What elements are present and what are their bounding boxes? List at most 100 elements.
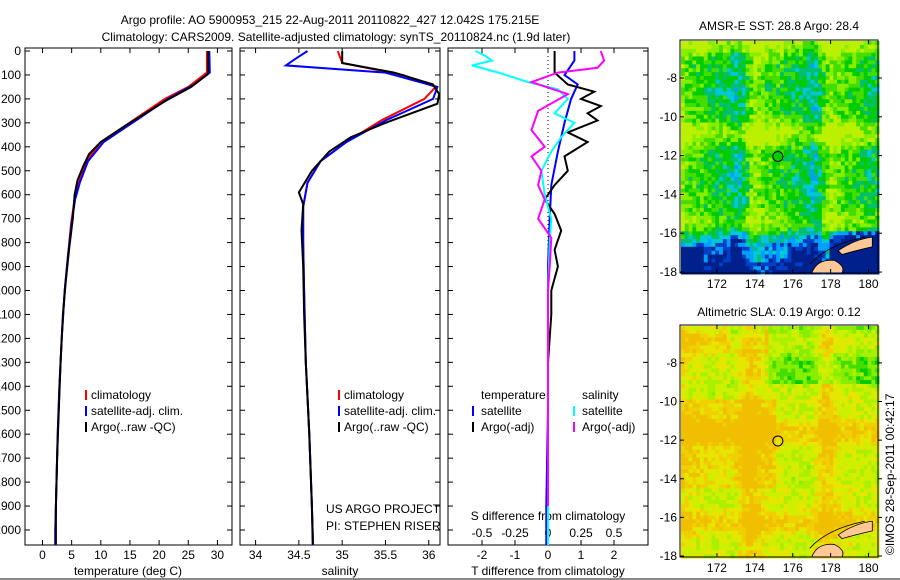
map-cell	[719, 192, 724, 197]
map-cell	[700, 395, 705, 400]
map-cell	[696, 345, 701, 350]
title-line-2: Climatology: CARS2009. Satellite-adjuste…	[102, 30, 571, 44]
map-cell	[715, 250, 720, 256]
map-cell	[707, 192, 712, 197]
map-cell	[764, 376, 770, 381]
map-cell	[741, 492, 747, 497]
map-cell	[719, 142, 724, 147]
map-cell	[761, 515, 766, 520]
map-cell	[764, 41, 770, 46]
map-cell	[776, 422, 781, 428]
y-tick-label: 1000	[0, 284, 21, 298]
map-cell	[688, 461, 693, 466]
map-cell	[688, 60, 693, 65]
map-cell	[860, 204, 865, 209]
map-cell	[722, 165, 728, 170]
map-cell	[745, 488, 750, 493]
map-cell	[871, 246, 876, 252]
map-cell	[802, 138, 808, 143]
map-cell	[703, 200, 709, 205]
map-cell	[711, 227, 716, 232]
map-cell	[848, 223, 853, 228]
map-cell	[806, 270, 811, 275]
map-cell	[875, 145, 880, 151]
series-line-climatology	[54, 51, 208, 545]
map-cell	[738, 79, 743, 85]
map-cell	[711, 68, 716, 73]
map-cell	[856, 64, 861, 69]
map-cell	[734, 426, 739, 431]
map-cell	[780, 333, 785, 339]
map-cell	[726, 223, 731, 228]
map-cell	[780, 118, 785, 124]
map-cell	[738, 422, 743, 428]
y-tick-label: 0	[14, 44, 21, 58]
map-cell	[726, 52, 731, 57]
map-cell	[707, 208, 712, 213]
map-cell	[852, 122, 857, 127]
map-cell	[814, 211, 819, 217]
map-cell	[688, 41, 693, 46]
map-cell	[856, 60, 861, 65]
map-cell	[783, 169, 789, 174]
map-cell	[734, 103, 739, 108]
map-cell	[749, 372, 754, 377]
map-cell	[795, 270, 800, 275]
map-cell	[818, 72, 823, 77]
map-cell	[684, 376, 690, 381]
map-cell	[715, 407, 720, 412]
map-cell	[840, 262, 846, 267]
map-cell	[772, 200, 777, 205]
map-cell	[783, 219, 789, 224]
map-cell	[730, 395, 735, 400]
map-cell	[734, 461, 739, 466]
map-cell	[715, 345, 720, 350]
map-cell	[684, 130, 690, 135]
map-cell	[730, 157, 735, 162]
map-cell	[829, 79, 834, 85]
map-cell	[772, 72, 777, 77]
map-cell	[722, 368, 728, 373]
map-cell	[852, 223, 857, 228]
map-cell	[692, 157, 697, 162]
map-cell	[757, 157, 762, 162]
map-cell	[856, 254, 861, 259]
map-cell	[833, 153, 838, 158]
map-cell	[848, 44, 853, 50]
map-cell	[818, 204, 823, 209]
map-cell	[703, 134, 709, 139]
map-cell	[768, 254, 773, 259]
map-cell	[700, 530, 705, 536]
map-cell	[745, 333, 750, 339]
map-cell	[772, 492, 777, 497]
map-cell	[741, 426, 747, 431]
map-cell	[780, 103, 785, 108]
map-cell	[848, 110, 853, 116]
map-cell	[741, 407, 747, 412]
map-cell	[681, 511, 686, 516]
map-cell	[795, 157, 800, 162]
map-cell	[707, 434, 712, 439]
map-cell	[684, 266, 690, 271]
map-cell	[688, 246, 693, 252]
map-cell	[738, 465, 743, 470]
map-cell	[825, 79, 830, 85]
map-cell	[761, 211, 766, 217]
map-cell	[764, 453, 770, 458]
map-cell	[700, 235, 705, 240]
map-cell	[749, 239, 754, 244]
map-cell	[715, 530, 720, 536]
map-cell	[700, 554, 705, 559]
map-cell	[848, 184, 853, 190]
map-cell	[734, 360, 739, 366]
map-cell	[734, 500, 739, 505]
map-cell	[688, 472, 693, 478]
map-cell	[795, 114, 800, 120]
series-line-satellite-adj-clim-	[54, 50, 211, 545]
map-cell	[814, 83, 819, 89]
map-cell	[703, 211, 709, 217]
map-cell	[799, 176, 804, 182]
map-cell	[776, 41, 781, 46]
map-cell	[711, 492, 716, 497]
map-cell	[768, 496, 773, 501]
